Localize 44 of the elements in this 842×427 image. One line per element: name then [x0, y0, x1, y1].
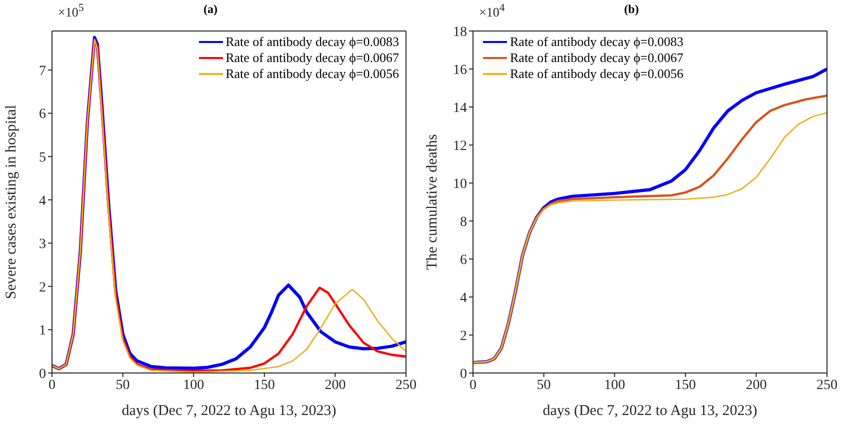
x-tick-label: 0 — [48, 378, 56, 393]
legend-label: Rate of antibody decay ϕ=0.0067 — [510, 50, 684, 66]
x-tick-label: 250 — [396, 378, 416, 393]
text: ×10$^{4}$ — [479, 2, 505, 20]
y-axis-title: Severe cases existing in hospital — [3, 104, 20, 300]
x-tick-label: 100 — [183, 378, 204, 393]
chart-title: (a) — [204, 2, 218, 16]
x-tick-label: 100 — [604, 378, 626, 393]
y-axis-title: The cumulative deaths — [424, 134, 440, 270]
y-tick-label: 2 — [39, 280, 46, 296]
y-tick-label: 6 — [460, 252, 467, 268]
y-tick-label: 3 — [39, 237, 46, 252]
legend-label: Rate of antibody decay ϕ=0.0083 — [510, 34, 684, 50]
y-tick-label: 0 — [39, 366, 46, 382]
y-tick-label: 5 — [39, 150, 46, 166]
y-tick-label: 2 — [460, 328, 467, 344]
legend-label: Rate of antibody decay ϕ=0.0056 — [226, 66, 399, 82]
x-axis-title: days (Dec 7, 2022 to Agu 13, 2023) — [122, 403, 336, 419]
legend-label: Rate of antibody decay ϕ=0.0056 — [510, 66, 684, 82]
y-tick-label: 12 — [453, 138, 467, 154]
x-tick-label: 200 — [746, 378, 767, 393]
y-tick-label: 16 — [453, 62, 467, 78]
y-tick-label: 8 — [460, 214, 467, 230]
legend-label: Rate of antibody decay ϕ=0.0083 — [226, 34, 399, 50]
y-tick-label: 14 — [453, 100, 467, 116]
x-tick-label: 50 — [116, 378, 130, 393]
x-tick-label: 150 — [674, 378, 696, 393]
legend-label: Rate of antibody decay ϕ=0.0067 — [226, 50, 399, 66]
y-tick-label: 6 — [39, 107, 46, 122]
y-tick-label: 18 — [453, 24, 467, 40]
text: ×10$^{5}$ — [58, 2, 84, 20]
x-tick-label: 0 — [470, 378, 476, 393]
y-tick-label: 4 — [39, 194, 46, 209]
y-tick-label: 7 — [39, 64, 46, 79]
y-tick-label: 0 — [460, 366, 467, 382]
x-tick-label: 50 — [536, 378, 551, 393]
x-tick-label: 150 — [254, 378, 275, 393]
y-tick-label: 4 — [460, 290, 467, 306]
y-tick-label: 10 — [453, 176, 467, 192]
chart-title: (b) — [624, 2, 639, 16]
x-tick-label: 200 — [324, 378, 346, 393]
x-tick-label: 250 — [816, 378, 838, 393]
x-axis-title: days (Dec 7, 2022 to Agu 13, 2023) — [542, 403, 758, 419]
y-tick-label: 1 — [39, 324, 46, 339]
